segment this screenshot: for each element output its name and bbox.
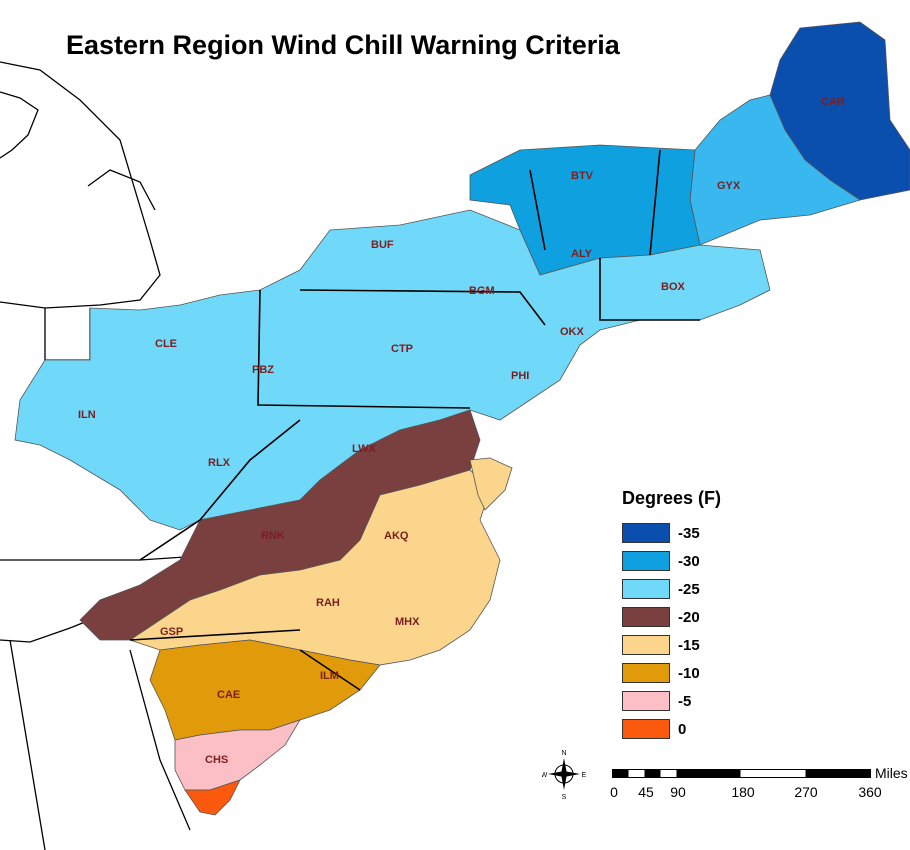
office-label-gyx: GYX xyxy=(717,180,741,192)
office-label-ilm: ILM xyxy=(320,670,339,682)
context-outline xyxy=(0,61,201,850)
office-label-akq: AKQ xyxy=(384,530,409,542)
region-minus5 xyxy=(174,719,301,791)
legend-item: 0 xyxy=(622,715,772,743)
office-label-rah: RAH xyxy=(316,597,340,609)
scale-tick: 90 xyxy=(670,784,686,800)
compass-s: S xyxy=(562,794,567,800)
legend-swatch xyxy=(622,663,670,683)
office-label-btv: BTV xyxy=(571,170,593,182)
office-label-chs: CHS xyxy=(205,754,229,766)
legend-item: -25 xyxy=(622,575,772,603)
legend-swatch xyxy=(622,635,670,655)
compass-w: W xyxy=(542,772,548,779)
legend-label: -15 xyxy=(678,636,700,654)
legend-swatch xyxy=(622,551,670,571)
scale-tick: 180 xyxy=(731,784,755,800)
legend-title: Degrees (F) xyxy=(622,488,722,508)
office-label-ctp: CTP xyxy=(391,343,413,355)
wfo-boundaries xyxy=(129,149,700,691)
legend-label: -35 xyxy=(678,524,700,542)
scale-bar xyxy=(612,769,871,778)
compass-n: N xyxy=(561,750,566,757)
office-label-mhx: MHX xyxy=(395,616,420,628)
scale-tick: 0 xyxy=(610,784,618,800)
legend-swatch xyxy=(622,607,670,627)
office-label-cle: CLE xyxy=(155,338,177,350)
region-akq-shore xyxy=(469,457,513,511)
office-label-box: BOX xyxy=(661,281,685,293)
office-label-cae: CAE xyxy=(217,689,241,701)
region-zero xyxy=(184,779,241,816)
office-label-iln: ILN xyxy=(78,409,96,421)
office-label-phi: PHI xyxy=(511,370,530,382)
legend-swatch xyxy=(622,579,670,599)
compass-e: E xyxy=(582,772,586,779)
office-label-pbz: PBZ xyxy=(252,364,274,376)
scale-tick: 360 xyxy=(858,784,882,800)
office-label-lwx: LWX xyxy=(352,443,376,455)
office-label-buf: BUF xyxy=(371,239,394,251)
office-label-aly: ALY xyxy=(571,248,592,260)
legend-item: -35 xyxy=(622,519,772,547)
legend-item: -30 xyxy=(622,547,772,575)
legend-item: -5 xyxy=(622,687,772,715)
map-title: Eastern Region Wind Chill Warning Criter… xyxy=(66,30,620,60)
legend-label: -20 xyxy=(678,608,700,626)
office-label-gsp: GSP xyxy=(160,626,184,638)
compass-rose-icon: N S E W xyxy=(542,750,586,800)
office-label-rnk: RNK xyxy=(261,530,285,542)
office-label-okx: OKX xyxy=(560,326,584,338)
legend-swatch xyxy=(622,719,670,739)
legend-item: -20 xyxy=(622,603,772,631)
legend-label: -10 xyxy=(678,664,700,682)
legend-item: -10 xyxy=(622,659,772,687)
office-label-rlx: RLX xyxy=(208,457,230,469)
legend-item: -15 xyxy=(622,631,772,659)
scale-tick: 45 xyxy=(638,784,654,800)
legend: Degrees (F) -35 -30 -25 -20 -15 -10 -5 0 xyxy=(622,488,772,743)
scale-unit: Miles xyxy=(875,765,908,781)
scale-tick: 270 xyxy=(794,784,818,800)
legend-swatch xyxy=(622,523,670,543)
legend-label: -5 xyxy=(678,692,692,710)
legend-swatch xyxy=(622,691,670,711)
office-label-car: CAR xyxy=(821,96,845,108)
legend-label: -30 xyxy=(678,552,700,570)
office-label-bgm: BGM xyxy=(469,285,495,297)
legend-label: -25 xyxy=(678,580,700,598)
legend-label: 0 xyxy=(678,720,687,738)
